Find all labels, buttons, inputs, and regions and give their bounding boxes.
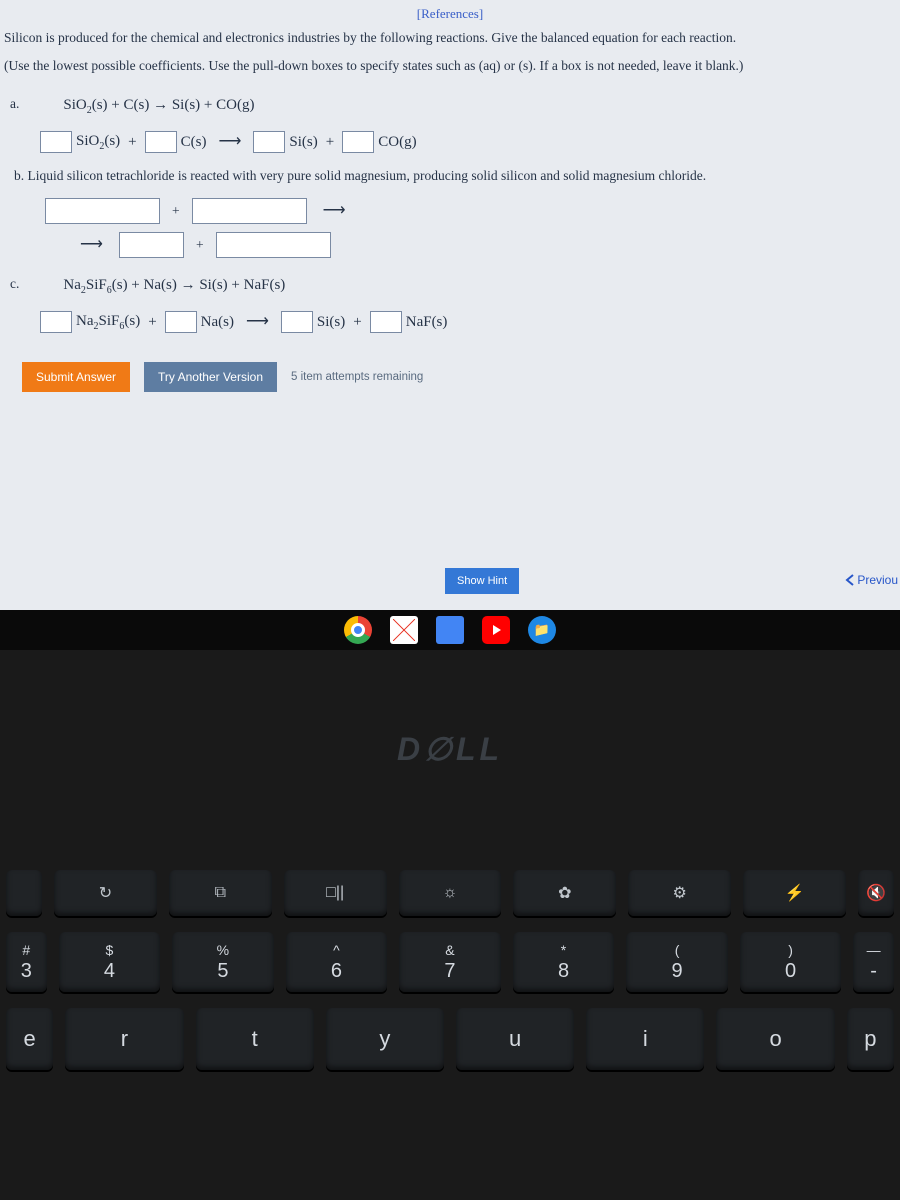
previous-button[interactable]: Previou [835,566,900,594]
arrow-icon: ⟶ [210,130,249,154]
instructions-text: (Use the lowest possible coefficients. U… [0,50,900,90]
qa-coef4[interactable] [342,131,374,153]
key-e: e [6,1008,53,1070]
key-r: r [65,1008,183,1070]
qa-f2: (s) + C(s) → Si(s) + CO(g) [92,97,255,113]
key-0: )0 [740,932,842,992]
qc-label: c. [10,274,60,294]
intro-text: Silicon is produced for the chemical and… [0,26,900,50]
key-3: #3 [6,932,47,992]
qc-coef3[interactable] [281,311,313,333]
key-u: u [456,1008,574,1070]
qb-reactant1[interactable] [45,198,160,224]
qc-coef4[interactable] [370,311,402,333]
key-brightness-down: ☼ [399,870,502,916]
number-row: #3 $4 %5 ^6 &7 *8 (9 )0 —- [6,932,894,992]
arrow-icon: ⟶ [238,310,277,334]
key-4: $4 [59,932,161,992]
qc-r1: Na2SiF6(s) [76,310,140,334]
qa-r1: SiO2(s) [76,130,120,154]
letter-row: e r t y u i o p [6,1008,894,1070]
key-power: ⚡ [743,870,846,916]
app-screen: [References] Silicon is produced for the… [0,0,900,610]
qa-p1: Si(s) [289,131,317,154]
key-settings: ⚙ [628,870,731,916]
arrow-icon: ⟶ [72,233,111,257]
docs-icon[interactable] [436,616,464,644]
key-5: %5 [172,932,274,992]
key-i: i [586,1008,704,1070]
key-p: p [847,1008,894,1070]
plus-icon: + [168,201,184,221]
files-icon[interactable] [528,616,556,644]
keyboard: ↻ ⧉ □|| ☼ ✿ ⚙ ⚡ 🔇 #3 $4 %5 ^6 &7 *8 (9 )… [0,870,900,1086]
submit-button[interactable]: Submit Answer [22,362,130,392]
references-link[interactable]: [References] [0,0,900,26]
dell-logo: D∅LL [0,730,900,768]
key-7: &7 [399,932,501,992]
button-row: Submit Answer Try Another Version 5 item… [0,344,900,410]
key-8: *8 [513,932,615,992]
key-dash: —- [853,932,894,992]
key-brightness-up: ✿ [513,870,616,916]
qa-coef3[interactable] [253,131,285,153]
plus-icon: + [322,131,338,154]
qc-coef1[interactable] [40,311,72,333]
qa-coef2[interactable] [145,131,177,153]
fn-row: ↻ ⧉ □|| ☼ ✿ ⚙ ⚡ 🔇 [6,870,894,916]
qc-r2: Na(s) [201,311,234,334]
chevron-left-icon [845,574,855,586]
taskbar [0,610,900,650]
plus-icon: + [349,311,365,334]
qc-equation: Na2SiF6(s) + Na(s) → Si(s) + NaF(s) [63,277,285,293]
key-fn [6,870,42,916]
key-overview: □|| [284,870,387,916]
try-another-button[interactable]: Try Another Version [144,362,277,392]
qc-coef2[interactable] [165,311,197,333]
key-o: o [716,1008,834,1070]
qa-equation: SiO2(s) + C(s) → Si(s) + CO(g) [63,97,254,113]
qb-reactant2[interactable] [192,198,307,224]
qa-label: a. [10,94,60,114]
previous-label: Previou [857,571,898,589]
qa-inputs: SiO2(s) + C(s) ⟶ Si(s) + CO(g) [0,126,900,164]
qa-r2: C(s) [181,131,207,154]
question-b-desc: b. Liquid silicon tetrachloride is react… [0,164,900,192]
plus-icon: + [124,131,140,154]
key-y: y [326,1008,444,1070]
plus-icon: + [144,311,160,334]
question-a: a. SiO2(s) + C(s) → Si(s) + CO(g) [0,90,900,126]
qb-product2[interactable] [216,232,331,258]
key-9: (9 [626,932,728,992]
qa-coef1[interactable] [40,131,72,153]
plus-icon: + [192,235,208,255]
attempts-remaining: 5 item attempts remaining [291,369,423,386]
youtube-icon[interactable] [482,616,510,644]
qc-inputs: Na2SiF6(s) + Na(s) ⟶ Si(s) + NaF(s) [0,306,900,344]
qb-row2: ⟶ + [0,230,900,270]
qa-f0: SiO [63,97,86,113]
arrow-icon: ⟶ [315,199,354,223]
key-6: ^6 [286,932,388,992]
key-fullscreen: ⧉ [169,870,272,916]
chrome-icon[interactable] [344,616,372,644]
qc-p2: NaF(s) [406,311,448,334]
qb-product1[interactable] [119,232,184,258]
qa-p2: CO(g) [378,131,416,154]
qb-row1: + ⟶ [0,192,900,230]
show-hint-button[interactable]: Show Hint [445,568,519,595]
key-t: t [196,1008,314,1070]
qc-p1: Si(s) [317,311,345,334]
key-refresh: ↻ [54,870,157,916]
question-c: c. Na2SiF6(s) + Na(s) → Si(s) + NaF(s) [0,270,900,306]
key-mute: 🔇 [858,870,894,916]
gmail-icon[interactable] [390,616,418,644]
